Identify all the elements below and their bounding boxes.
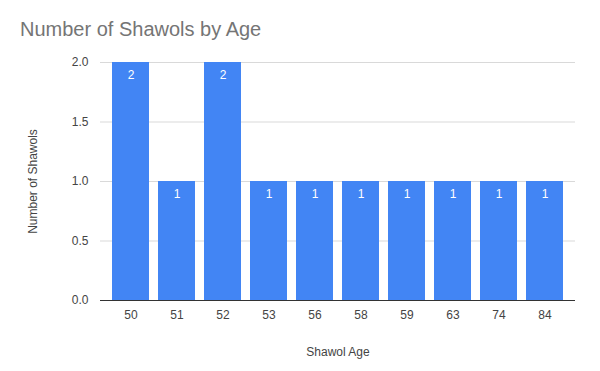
svg-text:56: 56 — [308, 308, 322, 322]
svg-text:Number of Shawols: Number of Shawols — [26, 129, 40, 234]
svg-text:1.5: 1.5 — [72, 115, 89, 129]
svg-text:53: 53 — [262, 308, 276, 322]
svg-text:58: 58 — [354, 308, 368, 322]
svg-text:2: 2 — [220, 68, 227, 82]
svg-text:1.0: 1.0 — [72, 174, 89, 188]
svg-text:63: 63 — [446, 308, 460, 322]
svg-text:1: 1 — [358, 187, 365, 201]
svg-text:1: 1 — [404, 187, 411, 201]
svg-text:59: 59 — [400, 308, 414, 322]
svg-text:Shawol Age: Shawol Age — [306, 345, 370, 359]
svg-text:1: 1 — [312, 187, 319, 201]
svg-text:52: 52 — [216, 308, 230, 322]
svg-text:0.5: 0.5 — [72, 234, 89, 248]
svg-text:84: 84 — [538, 308, 552, 322]
svg-text:1: 1 — [174, 187, 181, 201]
svg-text:74: 74 — [492, 308, 506, 322]
svg-text:51: 51 — [170, 308, 184, 322]
svg-text:1: 1 — [450, 187, 457, 201]
svg-text:1: 1 — [266, 187, 273, 201]
svg-text:2: 2 — [128, 68, 135, 82]
svg-text:1: 1 — [496, 187, 503, 201]
svg-text:0.0: 0.0 — [72, 293, 89, 307]
svg-text:1: 1 — [542, 187, 549, 201]
svg-text:2.0: 2.0 — [72, 55, 89, 69]
svg-text:50: 50 — [124, 308, 138, 322]
html-text:Number of Shawols by Age: Number of Shawols by Age — [20, 18, 262, 40]
